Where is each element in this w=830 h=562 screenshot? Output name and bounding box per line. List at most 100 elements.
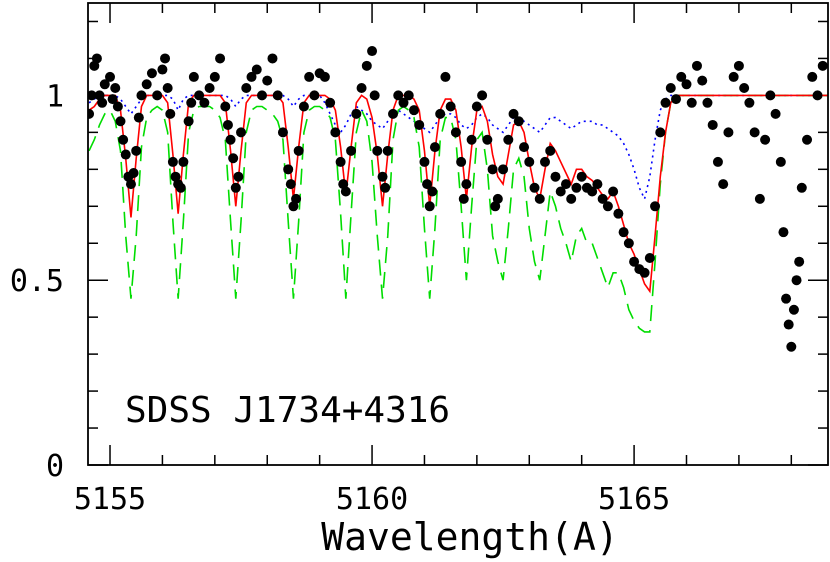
data-point — [325, 97, 336, 108]
data-point — [817, 60, 828, 71]
data-point — [241, 83, 252, 94]
data-point — [794, 256, 805, 267]
data-point — [718, 179, 729, 190]
data-point — [539, 156, 550, 167]
data-point — [733, 60, 744, 71]
data-point — [623, 238, 634, 249]
data-point — [482, 134, 493, 145]
data-point — [644, 253, 655, 264]
data-point — [367, 46, 378, 57]
data-point — [592, 179, 603, 190]
data-point — [97, 97, 108, 108]
data-point — [712, 156, 723, 167]
x-axis-label: Wavelength(A) — [321, 515, 618, 559]
x-tick-label: 5155 — [74, 482, 146, 517]
data-point — [618, 227, 629, 238]
data-point — [293, 145, 304, 156]
data-point — [309, 90, 320, 101]
data-point — [445, 101, 456, 112]
data-point — [225, 134, 236, 145]
data-point — [471, 101, 482, 112]
data-point — [209, 71, 220, 82]
data-point — [555, 186, 566, 197]
data-point — [186, 97, 197, 108]
data-point — [298, 101, 309, 112]
data-point — [671, 94, 682, 105]
data-point — [639, 267, 650, 278]
data-point — [550, 171, 561, 182]
data-point — [498, 164, 509, 175]
data-point — [167, 156, 178, 167]
data-point — [398, 97, 409, 108]
data-point — [382, 145, 393, 156]
data-point — [304, 71, 315, 82]
plot-frame — [87, 2, 829, 466]
data-point — [778, 227, 789, 238]
data-point — [739, 83, 750, 94]
data-point — [162, 83, 173, 94]
data-point — [141, 79, 152, 90]
data-point — [529, 182, 540, 193]
data-point — [88, 90, 97, 101]
data-point — [427, 186, 438, 197]
data-point — [697, 75, 708, 86]
data-point — [403, 90, 414, 101]
data-point — [99, 79, 110, 90]
data-point — [608, 186, 619, 197]
data-point — [650, 201, 661, 212]
data-point — [519, 142, 530, 153]
data-point — [419, 156, 430, 167]
data-point — [393, 90, 404, 101]
data-point — [262, 75, 273, 86]
data-point — [220, 101, 231, 112]
model-line — [88, 94, 828, 202]
y-tick-label: 0 — [46, 449, 64, 484]
data-point — [285, 179, 296, 190]
data-point — [786, 341, 797, 352]
data-point — [783, 319, 794, 330]
data-point — [175, 182, 186, 193]
data-point — [749, 127, 760, 138]
data-point — [513, 116, 524, 127]
data-point — [330, 127, 341, 138]
data-point — [440, 71, 451, 82]
data-point — [112, 101, 123, 112]
data-point — [775, 156, 786, 167]
data-point — [340, 186, 351, 197]
data-point — [107, 94, 118, 105]
data-point — [222, 119, 233, 130]
data-point — [629, 256, 640, 267]
data-point — [233, 171, 244, 182]
data-point — [291, 193, 302, 204]
data-point — [576, 171, 587, 182]
data-point — [788, 304, 799, 315]
data-point — [118, 134, 129, 145]
data-point — [91, 53, 102, 64]
data-point — [335, 156, 346, 167]
data-point — [791, 275, 802, 286]
data-point — [356, 83, 367, 94]
data-point — [188, 71, 199, 82]
data-point — [796, 182, 807, 193]
data-point — [228, 153, 239, 164]
data-point — [466, 134, 477, 145]
data-point — [388, 108, 399, 119]
data-point — [236, 127, 247, 138]
data-point — [754, 193, 765, 204]
data-point — [691, 60, 702, 71]
data-point — [377, 171, 388, 182]
y-tick-label: 0.5 — [10, 264, 64, 299]
data-point — [424, 201, 435, 212]
data-point — [435, 108, 446, 119]
data-point — [283, 164, 294, 175]
data-point — [587, 186, 598, 197]
data-point — [215, 53, 226, 64]
data-point — [707, 119, 718, 130]
data-point — [136, 90, 147, 101]
data-point — [160, 53, 171, 64]
data-point — [492, 193, 503, 204]
data-point — [450, 127, 461, 138]
data-point — [770, 108, 781, 119]
data-point — [802, 134, 813, 145]
data-point — [702, 97, 713, 108]
